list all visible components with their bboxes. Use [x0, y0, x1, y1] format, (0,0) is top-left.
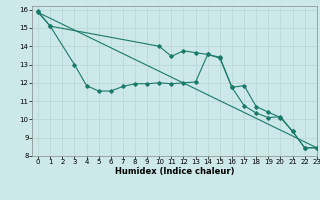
X-axis label: Humidex (Indice chaleur): Humidex (Indice chaleur) [115, 167, 234, 176]
